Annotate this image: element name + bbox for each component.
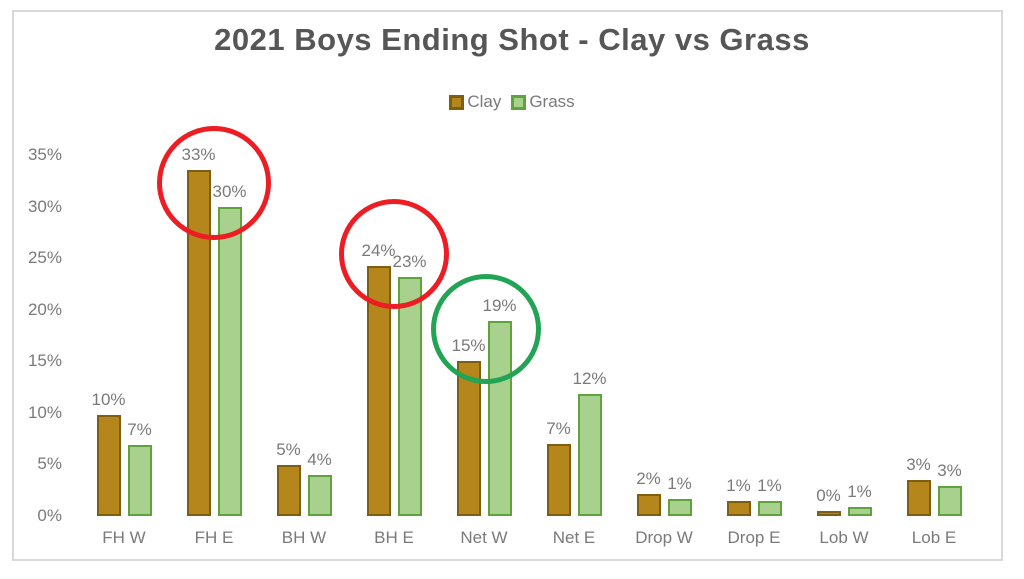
x-axis-label-lob-w: Lob W bbox=[819, 528, 869, 547]
y-axis-tick-label: 0% bbox=[37, 506, 62, 525]
data-label-clay-lob-e: 3% bbox=[906, 454, 931, 474]
bar-grass-drop-e bbox=[757, 500, 782, 516]
bar-grass-bh-e bbox=[397, 276, 422, 516]
bar-clay-bh-w bbox=[276, 465, 301, 516]
x-axis-label-fh-w: FH W bbox=[102, 528, 146, 547]
bar-grass-fh-e bbox=[217, 206, 242, 516]
legend-item-clay: Clay bbox=[449, 92, 501, 112]
data-label-grass-bh-w: 4% bbox=[307, 449, 332, 469]
bar-clay-lob-e bbox=[906, 479, 931, 516]
bar-clay-lob-w bbox=[816, 510, 841, 516]
data-label-clay-drop-e: 1% bbox=[726, 475, 751, 495]
y-axis-tick-label: 20% bbox=[27, 299, 62, 319]
bar-grass-fh-w bbox=[127, 444, 152, 516]
highlight-circle-net-w bbox=[431, 274, 541, 384]
x-axis-label-net-e: Net E bbox=[552, 528, 596, 547]
x-axis-label-bh-w: BH W bbox=[281, 528, 327, 547]
data-label-grass-drop-w: 1% bbox=[667, 474, 692, 494]
legend-label-grass: Grass bbox=[529, 92, 575, 111]
y-axis-tick-label: 25% bbox=[27, 248, 62, 268]
grass-swatch-icon bbox=[511, 94, 527, 110]
legend-label-clay: Clay bbox=[467, 92, 502, 111]
bar-grass-bh-w bbox=[307, 474, 332, 516]
data-label-grass-lob-e: 3% bbox=[937, 461, 962, 481]
bar-grass-lob-e bbox=[937, 486, 962, 516]
y-axis-tick-label: 10% bbox=[27, 402, 62, 422]
y-axis-tick-label: 15% bbox=[27, 351, 62, 371]
y-axis-tick-label: 35% bbox=[27, 145, 62, 164]
chart-title: 2021 Boys Ending Shot - Clay vs Grass bbox=[214, 22, 810, 57]
bar-clay-drop-e bbox=[726, 500, 751, 516]
y-axis-tick-label: 30% bbox=[27, 196, 62, 216]
data-label-clay-bh-w: 5% bbox=[276, 440, 301, 460]
bar-grass-lob-w bbox=[847, 506, 872, 516]
legend-item-grass: Grass bbox=[511, 92, 575, 112]
x-axis-label-net-w: Net W bbox=[460, 528, 508, 547]
bar-grass-net-e bbox=[577, 394, 602, 516]
y-axis-tick-label: 5% bbox=[37, 454, 62, 474]
data-label-clay-lob-w: 0% bbox=[816, 485, 841, 505]
x-axis-label-drop-w: Drop W bbox=[635, 528, 693, 547]
data-label-clay-drop-w: 2% bbox=[636, 469, 661, 489]
data-label-grass-lob-w: 1% bbox=[847, 481, 872, 501]
data-label-grass-fh-w: 7% bbox=[127, 419, 152, 439]
clay-swatch-icon bbox=[449, 94, 465, 110]
data-label-clay-net-e: 7% bbox=[546, 418, 571, 438]
x-axis-label-fh-e: FH E bbox=[194, 528, 234, 547]
bar-grass-drop-w bbox=[667, 499, 692, 516]
highlight-circle-fh-e bbox=[157, 126, 271, 240]
highlight-circle-bh-e bbox=[339, 199, 449, 309]
data-label-grass-drop-e: 1% bbox=[757, 475, 782, 495]
bar-clay-net-w bbox=[456, 361, 481, 516]
x-axis-label-drop-e: Drop E bbox=[727, 528, 781, 547]
x-axis-label-lob-e: Lob E bbox=[911, 528, 957, 547]
bar-clay-net-e bbox=[546, 443, 571, 516]
data-label-grass-net-e: 12% bbox=[572, 369, 607, 389]
x-axis-label-bh-e: BH E bbox=[374, 528, 414, 547]
legend: Clay Grass bbox=[0, 92, 1024, 112]
data-label-clay-fh-w: 10% bbox=[91, 389, 126, 409]
bar-clay-drop-w bbox=[636, 494, 661, 516]
bar-clay-fh-w bbox=[96, 414, 121, 516]
